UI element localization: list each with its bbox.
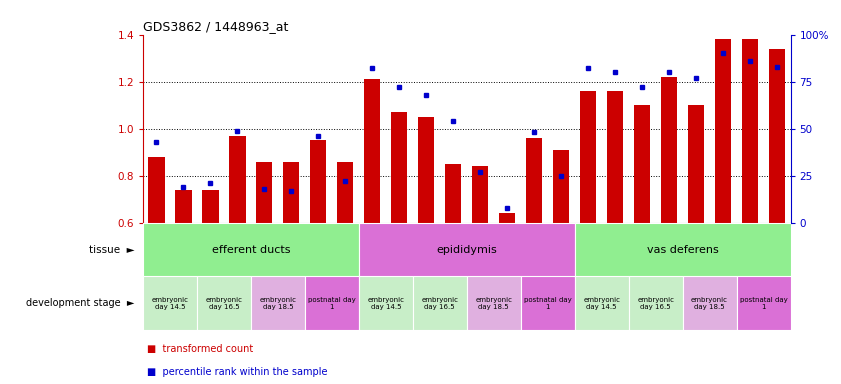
Bar xyxy=(310,141,326,223)
Text: postnatal day
1: postnatal day 1 xyxy=(308,297,356,310)
Text: embryonic
day 14.5: embryonic day 14.5 xyxy=(151,297,188,310)
Bar xyxy=(143,223,359,276)
Bar xyxy=(526,138,542,223)
Text: embryonic
day 16.5: embryonic day 16.5 xyxy=(421,297,458,310)
Bar xyxy=(148,157,165,223)
Bar xyxy=(257,162,272,223)
Bar xyxy=(499,214,516,223)
Bar xyxy=(143,276,197,330)
Text: embryonic
day 14.5: embryonic day 14.5 xyxy=(368,297,405,310)
Bar xyxy=(661,77,677,223)
Bar xyxy=(607,91,623,223)
Text: embryonic
day 18.5: embryonic day 18.5 xyxy=(259,297,296,310)
Text: embryonic
day 16.5: embryonic day 16.5 xyxy=(637,297,674,310)
Text: postnatal day
1: postnatal day 1 xyxy=(740,297,787,310)
Text: embryonic
day 14.5: embryonic day 14.5 xyxy=(583,297,620,310)
Bar xyxy=(203,190,219,223)
Bar xyxy=(391,112,407,223)
Bar xyxy=(230,136,246,223)
Bar xyxy=(359,223,574,276)
Bar xyxy=(574,276,628,330)
Bar xyxy=(737,276,791,330)
Text: embryonic
day 16.5: embryonic day 16.5 xyxy=(205,297,242,310)
Bar xyxy=(337,162,353,223)
Bar xyxy=(283,162,299,223)
Bar xyxy=(688,105,704,223)
Bar xyxy=(769,49,785,223)
Bar xyxy=(715,39,731,223)
Bar xyxy=(304,276,359,330)
Bar xyxy=(553,150,569,223)
Text: efferent ducts: efferent ducts xyxy=(212,245,290,255)
Text: tissue  ►: tissue ► xyxy=(89,245,135,255)
Bar xyxy=(413,276,467,330)
Text: GDS3862 / 1448963_at: GDS3862 / 1448963_at xyxy=(143,20,288,33)
Bar xyxy=(628,276,683,330)
Bar xyxy=(418,117,434,223)
Bar xyxy=(467,276,521,330)
Text: vas deferens: vas deferens xyxy=(647,245,718,255)
Bar xyxy=(683,276,737,330)
Bar xyxy=(445,164,462,223)
Bar xyxy=(359,276,413,330)
Bar xyxy=(251,276,304,330)
Text: ■  percentile rank within the sample: ■ percentile rank within the sample xyxy=(147,367,328,377)
Bar xyxy=(742,39,758,223)
Text: development stage  ►: development stage ► xyxy=(26,298,135,308)
Text: ■  transformed count: ■ transformed count xyxy=(147,344,253,354)
Bar xyxy=(574,223,791,276)
Text: postnatal day
1: postnatal day 1 xyxy=(524,297,572,310)
Bar xyxy=(472,166,489,223)
Text: epididymis: epididymis xyxy=(436,245,497,255)
Bar xyxy=(521,276,574,330)
Bar xyxy=(175,190,192,223)
Bar xyxy=(634,105,650,223)
Bar xyxy=(580,91,596,223)
Bar xyxy=(364,79,380,223)
Bar xyxy=(197,276,251,330)
Text: embryonic
day 18.5: embryonic day 18.5 xyxy=(691,297,728,310)
Text: embryonic
day 18.5: embryonic day 18.5 xyxy=(475,297,512,310)
